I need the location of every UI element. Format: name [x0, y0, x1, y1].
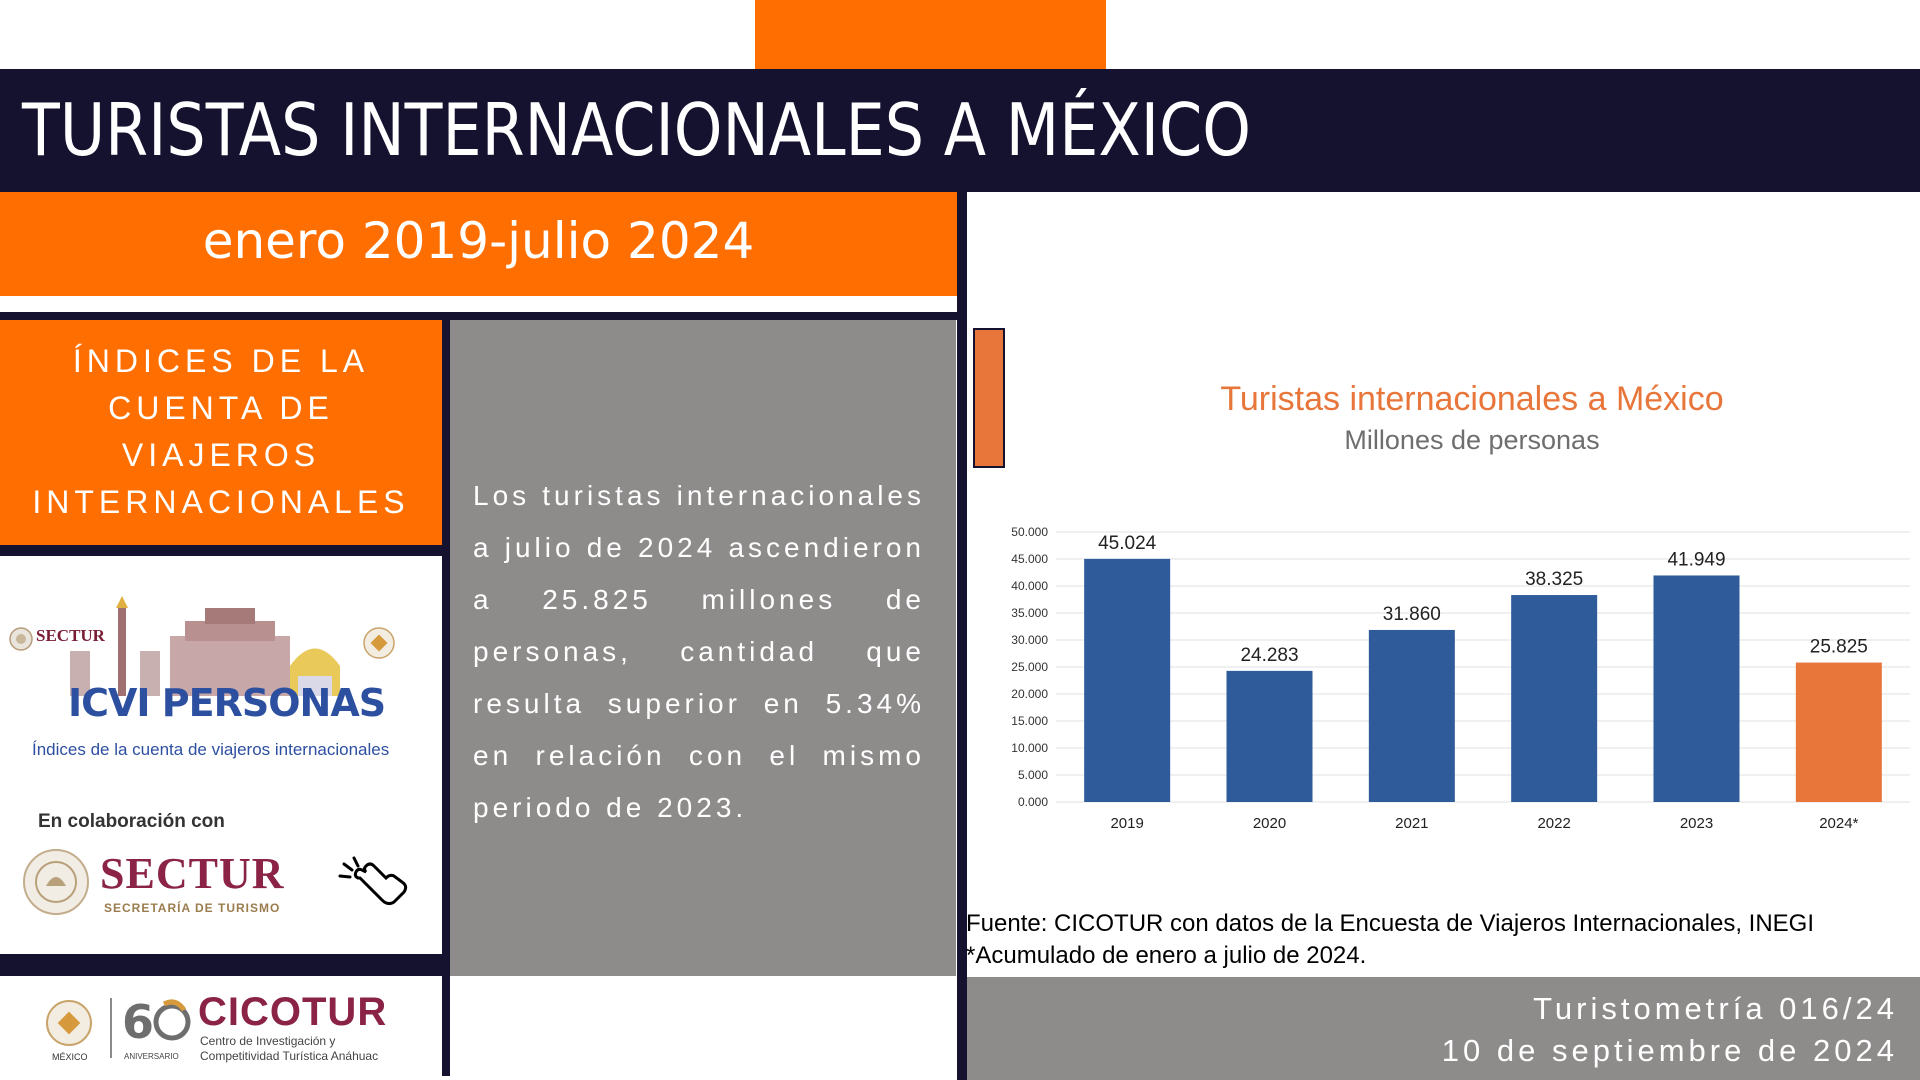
x-tick-label: 2019 — [1110, 815, 1143, 832]
monuments-illustration — [70, 596, 340, 696]
svg-text:6: 6 — [122, 996, 154, 1046]
bar-2021 — [1368, 629, 1455, 802]
sectur-small-logo: SECTUR — [36, 626, 105, 645]
cicotur-subtitle-1: Centro de Investigación y — [200, 1034, 336, 1048]
anniversary-label: ANIVERSARIO — [124, 1052, 179, 1061]
hand-pointer-icon[interactable] — [338, 856, 413, 918]
sixty-anniversary-icon: 6 — [122, 996, 191, 1046]
bar-2022 — [1511, 595, 1598, 802]
horizontal-divider-logos-top — [0, 545, 442, 556]
index-title-line: VIAJEROS — [121, 437, 321, 473]
data-label: 38.325 — [1525, 569, 1583, 590]
data-label: 25.825 — [1810, 637, 1868, 658]
y-tick-label: 0.000 — [1018, 795, 1048, 809]
index-title-line: INTERNACIONALES — [32, 484, 410, 520]
cicotur-logo-area: MÉXICO 6 ANIVERSARIO CICOTUR Centro de I… — [0, 976, 442, 1080]
bar-2020 — [1226, 670, 1313, 802]
title-banner — [0, 69, 1920, 192]
y-tick-label: 25.000 — [1011, 660, 1048, 674]
bar-2023 — [1653, 575, 1740, 802]
top-accent-bar — [755, 0, 1106, 69]
cicotur-subtitle-2: Competitividad Turística Anáhuac — [200, 1049, 379, 1063]
y-tick-label: 20.000 — [1011, 687, 1048, 701]
index-title-line: ÍNDICES DE LA — [72, 343, 370, 379]
index-title-line: CUENTA DE — [108, 390, 334, 426]
summary-text: Los turistas internacionales a julio de … — [473, 480, 925, 823]
chart-title: Turistas internacionales a México — [1220, 380, 1724, 418]
icvi-caption: Índices de la cuenta de viajeros interna… — [32, 740, 390, 759]
x-tick-label: 2020 — [1253, 815, 1286, 832]
y-tick-label: 45.000 — [1011, 552, 1048, 566]
mexico-seal-icon — [23, 849, 89, 915]
data-label: 24.283 — [1240, 645, 1298, 666]
subtitle-band — [0, 192, 957, 296]
bar-2024* — [1795, 662, 1882, 802]
collaboration-label: En colaboración con — [38, 811, 225, 832]
sectur-seal-icon — [9, 627, 33, 651]
horizontal-divider-logos-bottom — [0, 954, 442, 976]
y-tick-label: 15.000 — [1011, 714, 1048, 728]
y-tick-label: 40.000 — [1011, 579, 1048, 593]
horizontal-divider-top — [0, 312, 957, 320]
report-number: Turistometría 016/24 — [1533, 991, 1898, 1026]
chart-subtitle: Millones de personas — [1344, 425, 1600, 455]
y-tick-label: 50.000 — [1011, 525, 1048, 539]
vertical-divider-main — [957, 192, 967, 1080]
index-title: ÍNDICES DE LA CUENTA DE VIAJEROS INTERNA… — [0, 338, 442, 526]
chart-accent-marker — [973, 328, 1005, 468]
data-label: 45.024 — [1098, 533, 1157, 554]
index-title-box — [0, 320, 442, 545]
cicotur-logo: CICOTUR — [198, 990, 388, 1034]
logos-panel: SECTUR ICVI PERSONAS Índices de la cuent… — [0, 556, 440, 954]
report-date: 10 de septiembre de 2024 — [1441, 1033, 1898, 1068]
y-tick-label: 35.000 — [1011, 606, 1048, 620]
page-title: TURISTAS INTERNACIONALES A MÉXICO — [22, 88, 1252, 172]
x-tick-label: 2024* — [1819, 815, 1858, 832]
y-tick-label: 30.000 — [1011, 633, 1048, 647]
x-tick-label: 2022 — [1537, 815, 1570, 832]
icvi-logo: ICVI PERSONAS — [68, 681, 386, 725]
y-tick-label: 10.000 — [1011, 741, 1048, 755]
x-tick-label: 2023 — [1680, 815, 1713, 832]
summary-panel — [450, 320, 956, 976]
vertical-divider-left — [442, 320, 450, 1076]
y-tick-label: 5.000 — [1018, 768, 1048, 782]
bar-chart: 0.000 5.000 10.000 15.000 20.000 25.000 30.000… — [1011, 525, 1910, 832]
source-note: Fuente: CICOTUR con datos de la Encuesta… — [966, 910, 1814, 937]
page-subtitle: enero 2019-julio 2024 — [202, 212, 755, 270]
logo-divider — [110, 998, 112, 1058]
anahuac-seal-icon — [363, 627, 395, 659]
sectur-subtitle: SECRETARÍA DE TURISMO — [104, 901, 281, 915]
x-tick-label: 2021 — [1395, 815, 1428, 832]
data-label: 41.949 — [1667, 549, 1725, 570]
sectur-big-logo: SECTUR — [100, 849, 285, 898]
footer-band: Turistometría 016/24 10 de septiembre de… — [967, 977, 1920, 1080]
anahuac-university-seal-icon — [46, 1000, 92, 1046]
data-label: 31.860 — [1383, 604, 1441, 625]
mexico-label: MÉXICO — [52, 1052, 88, 1062]
bar-2019 — [1084, 558, 1171, 802]
source-footnote: *Acumulado de enero a julio de 2024. — [966, 942, 1367, 969]
